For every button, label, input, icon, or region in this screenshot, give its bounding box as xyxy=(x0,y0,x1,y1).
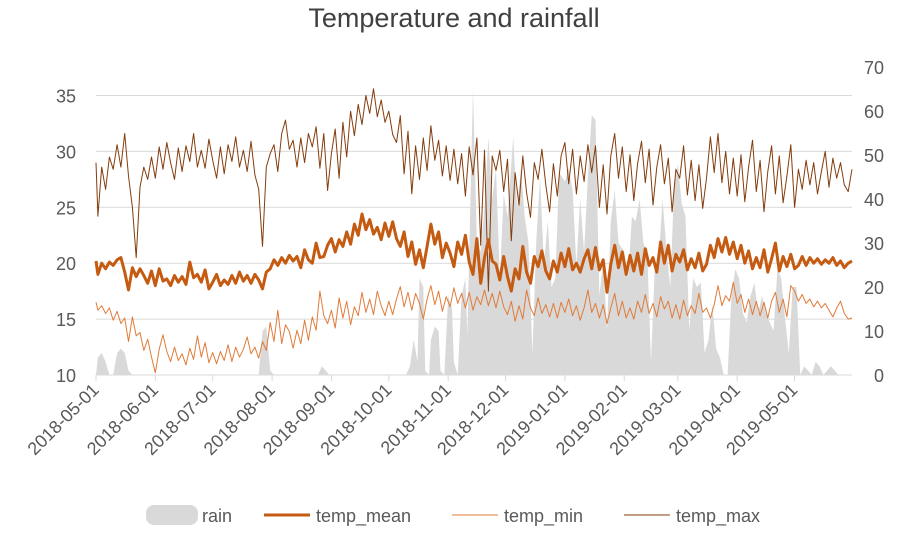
series-temp-min-line xyxy=(95,281,853,374)
legend-label: temp_max xyxy=(676,506,760,527)
legend: rain temp_mean temp_min temp_max xyxy=(146,505,760,527)
rain-area-layer xyxy=(96,89,852,375)
chart-title: Temperature and rainfall xyxy=(308,3,599,33)
legend-label: rain xyxy=(202,506,232,526)
y-right-tick-label: 30 xyxy=(864,234,884,254)
series-rain-area xyxy=(96,89,852,375)
y-right-tick-label: 50 xyxy=(864,146,884,166)
legend-item-temp-max: temp_max xyxy=(624,506,760,527)
legend-swatch-rain xyxy=(146,505,198,525)
y-left-tick-label: 30 xyxy=(56,142,76,162)
temperature-lines-layer xyxy=(94,88,853,374)
y-right-tick-label: 20 xyxy=(864,278,884,298)
series-temp-mean-line xyxy=(94,212,853,294)
legend-item-temp-mean: temp_mean xyxy=(264,506,411,527)
y-right-tick-label: 60 xyxy=(864,102,884,122)
y-left-tick-label: 20 xyxy=(56,254,76,274)
y-right-tick-label: 70 xyxy=(864,58,884,78)
y-right-tick-label: 0 xyxy=(874,366,884,386)
legend-label: temp_mean xyxy=(316,506,411,527)
y-left-tick-label: 25 xyxy=(56,198,76,218)
y-left-tick-label: 15 xyxy=(56,310,76,330)
series-temp-max-line xyxy=(95,88,853,292)
y-left-tick-label: 35 xyxy=(56,87,76,107)
legend-item-rain: rain xyxy=(146,505,232,526)
y-right-tick-label: 10 xyxy=(864,322,884,342)
legend-label: temp_min xyxy=(504,506,583,527)
y-left-tick-label: 10 xyxy=(56,366,76,386)
legend-item-temp-min: temp_min xyxy=(452,506,583,527)
y-right-tick-label: 40 xyxy=(864,190,884,210)
